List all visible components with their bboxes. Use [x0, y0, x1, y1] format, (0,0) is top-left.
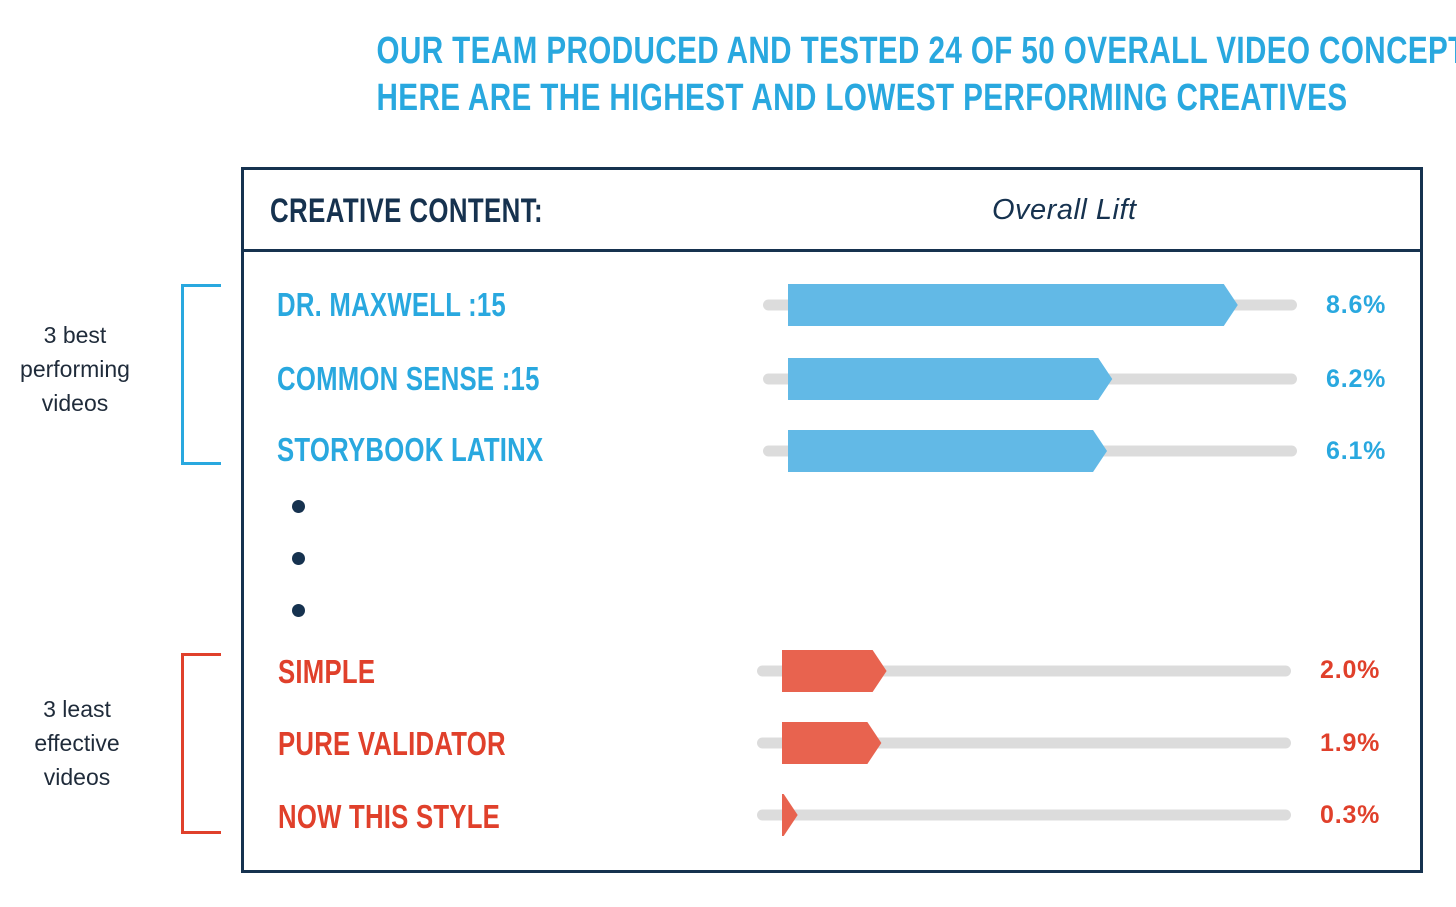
worst-group-label-line-2: effective: [34, 730, 120, 756]
item-name-6: NOW THIS STYLE: [278, 798, 501, 835]
worst-group-bracket: [181, 653, 221, 834]
item-name-1: DR. MAXWELL :15: [277, 286, 506, 323]
bar-6: [782, 794, 798, 836]
value-label-5: 1.9%: [1320, 729, 1381, 757]
table-header: CREATIVE CONTENT: Overall Lift: [244, 170, 1420, 252]
value-label-6: 0.3%: [1320, 801, 1381, 829]
bar-track-6: [757, 809, 1291, 821]
ellipsis-dot-2: [292, 552, 305, 565]
bar-5: [782, 722, 882, 764]
value-label-3: 6.1%: [1326, 437, 1387, 465]
value-label-4: 2.0%: [1320, 656, 1381, 684]
item-name-5: PURE VALIDATOR: [278, 725, 506, 762]
worst-group-label-line-1: 3 least: [43, 696, 111, 722]
ellipsis-dot-1: [292, 500, 305, 513]
bar-track-5: [757, 737, 1291, 749]
value-label-1: 8.6%: [1326, 291, 1387, 319]
bar-3: [788, 430, 1108, 472]
overall-lift-header: Overall Lift: [992, 194, 1137, 226]
best-group-label-line-2: performing: [20, 356, 130, 382]
bar-track-4: [757, 665, 1291, 677]
bar-2: [788, 358, 1113, 400]
value-label-2: 6.2%: [1326, 365, 1387, 393]
headline-line-2: HERE ARE THE HIGHEST AND LOWEST PERFORMI…: [376, 77, 1348, 119]
bar-1: [788, 284, 1238, 326]
worst-group-label-line-3: videos: [43, 764, 111, 790]
worst-group-label: 3 least effective videos: [2, 692, 152, 794]
item-name-3: STORYBOOK LATINX: [277, 431, 544, 468]
item-name-4: SIMPLE: [278, 653, 376, 690]
ellipsis-dot-3: [292, 604, 305, 617]
best-group-bracket: [181, 284, 221, 465]
best-group-label-line-3: videos: [41, 390, 109, 416]
best-group-label-line-1: 3 best: [43, 322, 107, 348]
best-group-label: 3 best performing videos: [0, 318, 150, 420]
creative-content-header: CREATIVE CONTENT:: [270, 192, 544, 230]
bar-4: [782, 650, 887, 692]
creative-table-panel: CREATIVE CONTENT: Overall Lift: [241, 167, 1423, 873]
item-name-2: COMMON SENSE :15: [277, 360, 540, 397]
